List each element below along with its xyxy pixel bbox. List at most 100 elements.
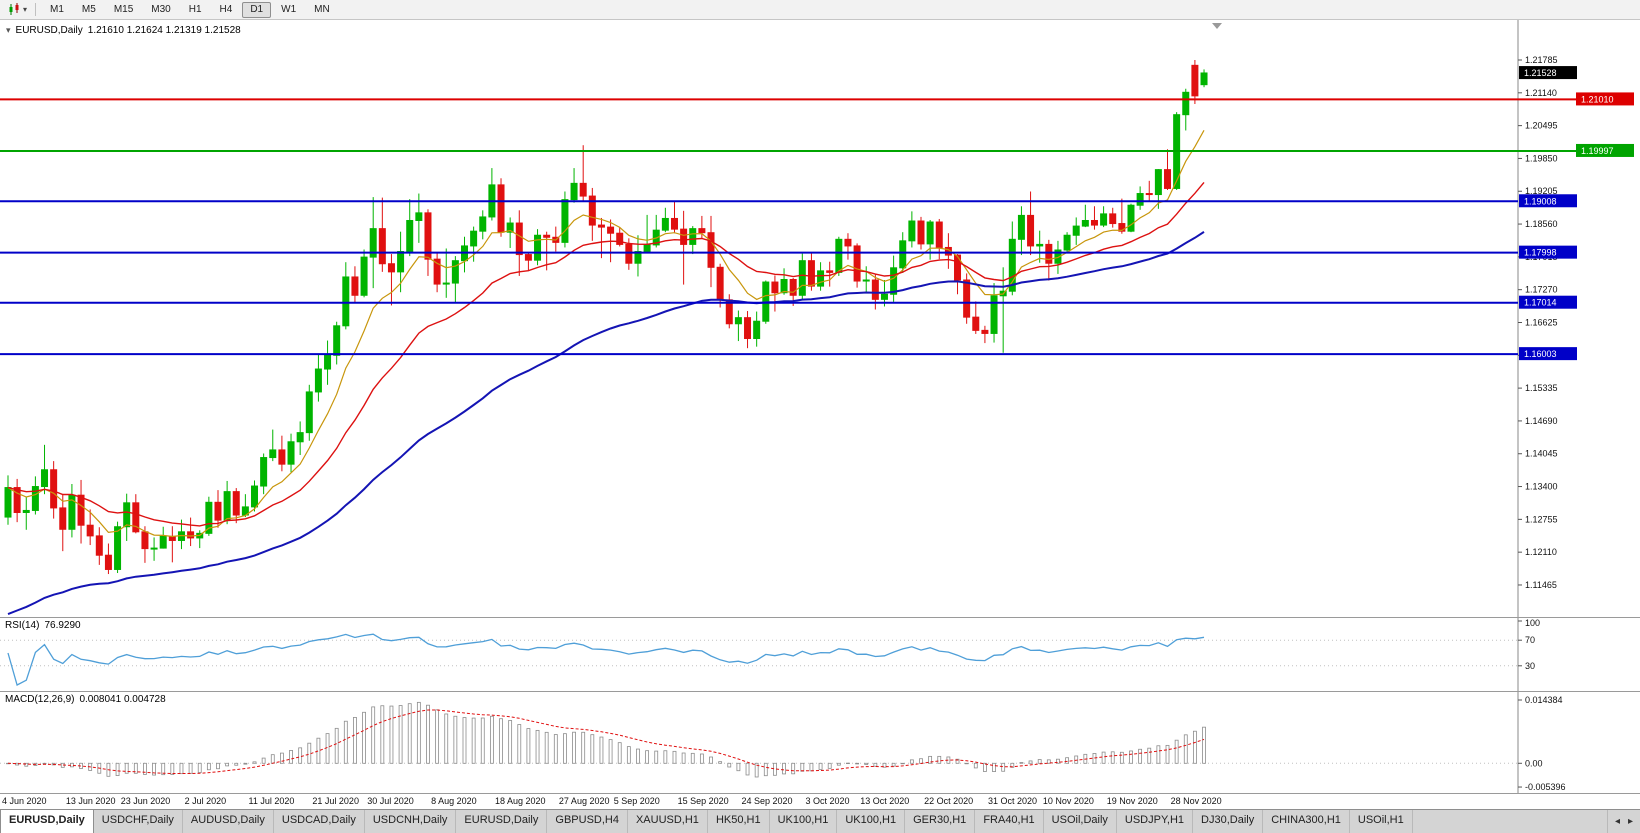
rsi-name: RSI(14)	[5, 620, 40, 631]
macd-bar	[1037, 759, 1042, 764]
macd-bar	[334, 727, 339, 764]
chart-type-candles-icon[interactable]: ▾	[4, 2, 30, 17]
date-label: 10 Nov 2020	[1042, 796, 1094, 806]
candle-body	[963, 279, 971, 318]
symbol-tab-7-xauusd-h1[interactable]: XAUUSD,H1	[628, 810, 708, 833]
candle-body	[104, 554, 112, 570]
timeframe-button-m5[interactable]: M5	[81, 3, 96, 15]
candle-body	[287, 441, 295, 465]
timeframe-button-d1[interactable]: D1	[242, 1, 272, 18]
symbol-tab-6-gbpusd-h4[interactable]: GBPUSD,H4	[547, 810, 628, 833]
price-tick-label: 1.21140	[1525, 88, 1557, 98]
toolbar-separator	[35, 3, 37, 16]
macd-bar	[289, 750, 293, 764]
macd-bar	[846, 762, 850, 765]
tab-scroll-right-button[interactable]: ▸	[1627, 816, 1633, 827]
timeframe-button-w1[interactable]: W1	[281, 3, 297, 15]
macd-bar	[1010, 762, 1015, 768]
candle-body	[415, 212, 423, 221]
symbol-tab-0-eurusd-daily[interactable]: EURUSD,Daily	[0, 810, 94, 833]
macd-name: MACD(12,26,9)	[5, 694, 75, 705]
macd-canvas[interactable]: 0.014384 0.00 -0.005396	[0, 692, 1640, 793]
timeframe-button-m15[interactable]: M15	[113, 3, 134, 15]
timeframe-button-h4[interactable]: H4	[219, 3, 233, 15]
macd-bar	[636, 748, 640, 764]
symbol-tab-3-usdcad-daily[interactable]: USDCAD,Daily	[274, 810, 365, 833]
macd-bar	[480, 717, 485, 764]
symbol-tab-8-hk50-h1[interactable]: HK50,H1	[708, 810, 770, 833]
macd-bar	[1129, 750, 1133, 764]
macd-bar	[736, 762, 741, 772]
macd-indicator-panel[interactable]: 0.014384 0.00 -0.005396 MACD(12,26,9) 0.008…	[0, 691, 1640, 793]
macd-bar	[407, 703, 412, 764]
symbol-tab-1-usdchf-daily[interactable]: USDCHF,Daily	[94, 810, 183, 833]
price-tick-label: 1.20495	[1525, 121, 1558, 131]
price-tick-label: 1.12755	[1525, 514, 1558, 524]
symbol-tab-5-eurusd-daily[interactable]: EURUSD,Daily	[456, 810, 548, 833]
main-chart-panel[interactable]: 1.21785 1.21140 1.20495 1.19850 1.19205 1.185…	[0, 20, 1640, 617]
candle-body	[1154, 169, 1162, 196]
candle-body	[278, 449, 286, 465]
macd-bar	[626, 746, 631, 764]
macd-bar	[508, 720, 513, 764]
macd-bar	[617, 742, 622, 764]
macd-bar	[279, 752, 284, 764]
date-axis[interactable]: 4 Jun 2020 13 Jun 2020 23 Jun 2020 2 Jul 20…	[0, 793, 1640, 809]
timeframe-button-h1[interactable]: H1	[188, 3, 202, 15]
macd-bar	[380, 705, 385, 764]
symbol-tab-12-fra40-h1[interactable]: FRA40,H1	[975, 810, 1044, 833]
timeframe-button-mn[interactable]: MN	[314, 3, 330, 15]
price-tick-label: 1.19205	[1525, 186, 1558, 196]
macd-bar	[718, 761, 723, 764]
date-label: 8 Aug 2020	[431, 796, 477, 806]
macd-bar	[1046, 759, 1051, 764]
rsi-indicator-panel[interactable]: 100 70 30 RSI(14) 76.9290	[0, 617, 1640, 691]
symbol-tab-11-ger30-h1[interactable]: GER30,H1	[905, 810, 976, 833]
macd-bar	[964, 762, 969, 765]
macd-bar	[608, 739, 613, 764]
chart-shift-marker[interactable]	[1212, 23, 1222, 29]
symbol-tab-17-usoil-h1[interactable]: USOil,H1	[1350, 810, 1413, 833]
macd-bar	[1174, 739, 1179, 764]
date-label: 5 Sep 2020	[613, 796, 660, 806]
candle-body	[1081, 219, 1089, 227]
chart-collapse-icon[interactable]: ▾	[6, 25, 11, 35]
macd-bar	[654, 750, 659, 764]
candle-body	[31, 486, 39, 511]
macd-bar	[270, 754, 275, 764]
symbol-tab-13-usoil-daily[interactable]: USOil,Daily	[1044, 810, 1117, 833]
candle-body	[497, 184, 505, 233]
macd-bar	[1165, 744, 1170, 764]
candle-body	[470, 230, 478, 247]
macd-bar	[179, 762, 184, 775]
timeframe-button-m1[interactable]: M1	[50, 3, 64, 15]
symbol-tab-9-uk100-h1[interactable]: UK100,H1	[770, 810, 838, 833]
main-chart-canvas[interactable]: 1.21785 1.21140 1.20495 1.19850 1.19205 1.185…	[0, 20, 1640, 617]
tab-scroll-left-button[interactable]: ◂	[1614, 816, 1620, 827]
candle-body	[1027, 214, 1035, 247]
symbol-tab-10-uk100-h1[interactable]: UK100,H1	[837, 810, 906, 833]
candle-body	[661, 217, 669, 231]
symbol-tab-16-china300-h1[interactable]: CHINA300,H1	[1263, 810, 1350, 833]
price-line-badge-label: 1.17014	[1524, 298, 1557, 308]
candle-body	[1182, 91, 1190, 116]
symbol-tab-14-usdjpy-h1[interactable]: USDJPY,H1	[1117, 810, 1194, 833]
candle-body	[351, 276, 359, 296]
candle-body	[789, 279, 797, 296]
macd-bar	[782, 762, 786, 775]
candle-body	[862, 279, 870, 282]
macd-bar	[727, 762, 732, 768]
symbol-tab-2-audusd-daily[interactable]: AUDUSD,Daily	[183, 810, 274, 833]
macd-bar	[115, 762, 120, 776]
symbol-tab-4-usdcnh-daily[interactable]: USDCNH,Daily	[365, 810, 457, 833]
macd-bar	[882, 762, 887, 768]
rsi-canvas[interactable]: 100 70 30	[0, 618, 1640, 691]
macd-bar	[161, 762, 166, 776]
timeframe-button-m30[interactable]: M30	[151, 3, 171, 15]
candle-body	[871, 279, 879, 300]
chart-symbol-period: EURUSD,Daily	[15, 25, 83, 36]
moving-average-line-21	[7, 181, 1205, 527]
candle-body	[716, 266, 724, 301]
symbol-tab-15-dj30-daily[interactable]: DJ30,Daily	[1193, 810, 1264, 833]
candle-body	[442, 282, 450, 285]
